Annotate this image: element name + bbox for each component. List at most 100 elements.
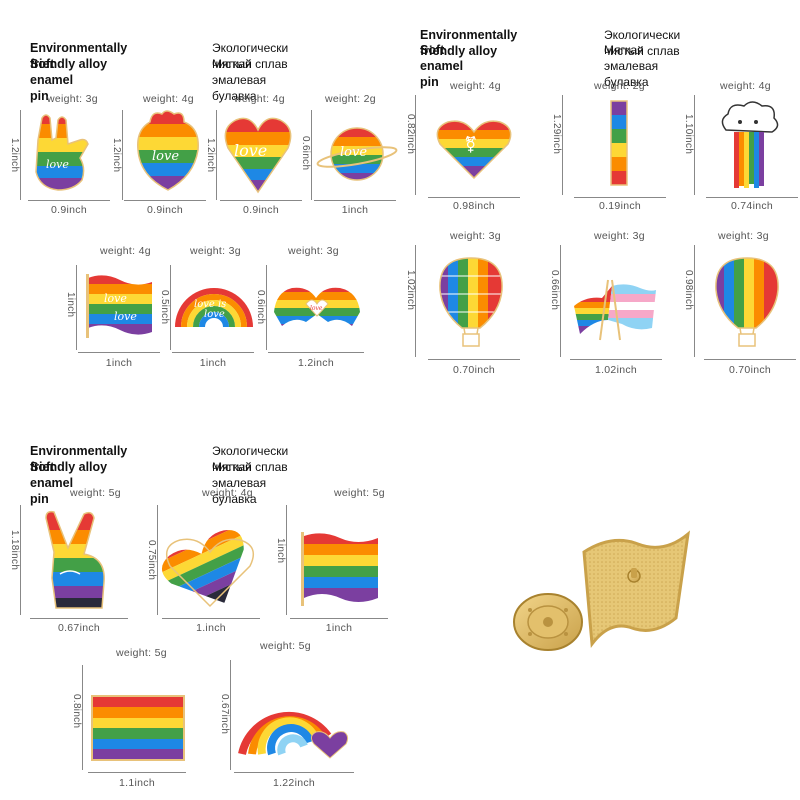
dimension-line — [172, 352, 254, 353]
weight-label: weight: 4g — [202, 487, 253, 499]
weight-label: weight: 4g — [450, 80, 501, 92]
height-label: 0.67inch — [219, 694, 230, 735]
weight-label: weight: 5g — [260, 640, 311, 652]
dimension-line — [30, 618, 128, 619]
dimension-line — [76, 265, 77, 350]
title-en-line1: Environmentally friendly alloy — [30, 41, 128, 71]
dimension-line — [82, 665, 83, 770]
dimension-line — [415, 95, 416, 195]
dimension-line — [88, 772, 186, 773]
svg-text:love: love — [234, 141, 267, 160]
width-label: 1inch — [105, 357, 133, 369]
height-label: 1.29inch — [551, 114, 562, 155]
pin-back-photo-icon — [513, 530, 691, 651]
height-label: 1.02inch — [405, 270, 416, 311]
weight-label: weight: 5g — [70, 487, 121, 499]
width-label: 0.98inch — [452, 200, 496, 212]
svg-text:love: love — [46, 158, 69, 171]
width-label: 1inch — [199, 357, 227, 369]
height-label: 0.6inch — [255, 290, 266, 325]
weight-label: weight: 5g — [334, 487, 385, 499]
dimension-line — [20, 110, 21, 200]
dimension-line — [314, 200, 396, 201]
title-en-line2: Soft enamel pin — [30, 460, 74, 506]
dimension-line — [311, 110, 312, 200]
weight-label: weight: 4g — [720, 80, 771, 92]
cloud-icon — [721, 101, 779, 188]
svg-text:love: love — [104, 292, 127, 305]
height-label: 1inch — [275, 538, 286, 564]
title-en-line2: Soft enamel pin — [30, 57, 74, 103]
dimension-line — [286, 505, 287, 615]
heart-hands-icon: love — [274, 287, 360, 326]
svg-text:love is: love is — [194, 299, 226, 310]
dimension-line — [216, 110, 217, 200]
peace-hand-icon — [45, 510, 105, 609]
svg-text:love: love — [152, 149, 179, 164]
height-label: 0.75inch — [146, 540, 157, 581]
dimension-line — [704, 359, 796, 360]
weight-label: weight: 3g — [594, 230, 645, 242]
weight-label: weight: 3g — [450, 230, 501, 242]
width-label: 0.9inch — [51, 204, 87, 216]
flag-icon: love love — [86, 274, 152, 338]
width-label: 1.22inch — [272, 777, 316, 789]
weight-label: weight: 4g — [143, 93, 194, 105]
dimension-line — [562, 95, 563, 195]
weight-label: weight: 4g — [234, 93, 285, 105]
width-label: 0.70inch — [452, 364, 496, 376]
weight-label: weight: 4g — [100, 245, 151, 257]
width-label: 0.67inch — [57, 622, 101, 634]
height-label: 0.8inch — [71, 694, 82, 729]
bar-icon — [610, 100, 628, 186]
width-label: 1.2inch — [298, 357, 334, 369]
dimension-line — [560, 245, 561, 357]
title-ru-line2: Мягкая эмалевая булавка — [604, 43, 659, 89]
height-label: 0.98inch — [683, 270, 694, 311]
weight-label: weight: 2g — [594, 80, 645, 92]
flag-icon — [91, 695, 185, 761]
dimension-line — [268, 352, 364, 353]
hot-air-balloon-icon — [715, 257, 779, 347]
anatomical-heart-icon: love — [137, 110, 199, 191]
rainbow-icon: love is love — [175, 288, 253, 328]
dimension-line — [266, 265, 267, 350]
width-label: 0.9inch — [147, 204, 183, 216]
dimension-line — [570, 359, 662, 360]
svg-text:love: love — [114, 310, 137, 323]
svg-text:love: love — [204, 309, 225, 320]
height-label: 0.6inch — [300, 136, 311, 171]
dimension-line — [122, 110, 123, 200]
title-ru-line1: Экологически чистый сплав — [212, 444, 289, 474]
dimension-line — [230, 660, 231, 770]
height-label: 1.2inch — [205, 138, 216, 173]
weight-label: weight: 3g — [47, 93, 98, 105]
width-label: 0.9inch — [243, 204, 279, 216]
title-ru-line1: Экологически чистый сплав — [212, 41, 289, 71]
flag-icon — [301, 532, 378, 606]
title-ru-line2: Мягкая эмалевая булавка — [212, 57, 267, 103]
width-label: 0.19inch — [598, 200, 642, 212]
dimension-line — [290, 618, 388, 619]
svg-text:love: love — [310, 305, 323, 312]
dimension-line — [694, 95, 695, 195]
svg-text:⚧: ⚧ — [464, 135, 477, 154]
heart-icon — [156, 523, 264, 622]
weight-label: weight: 3g — [288, 245, 339, 257]
title-en-line1: Environmentally friendly alloy — [420, 28, 518, 58]
dimension-line — [170, 265, 171, 350]
width-label: 0.74inch — [730, 200, 774, 212]
height-label: 1inch — [65, 292, 76, 318]
dimension-line — [415, 245, 416, 357]
width-label: 1.1inch — [119, 777, 155, 789]
height-label: 1.10inch — [683, 114, 694, 155]
height-label: 1.2inch — [9, 138, 20, 173]
width-label: 1inch — [325, 622, 353, 634]
dimension-line — [428, 359, 520, 360]
dimension-line — [124, 200, 206, 201]
dimension-line — [706, 197, 798, 198]
height-label: 0.5inch — [159, 290, 170, 325]
height-label: 0.66inch — [549, 270, 560, 311]
width-label: 1.inch — [196, 622, 226, 634]
title-en-line1: Environmentally friendly alloy — [30, 444, 128, 474]
